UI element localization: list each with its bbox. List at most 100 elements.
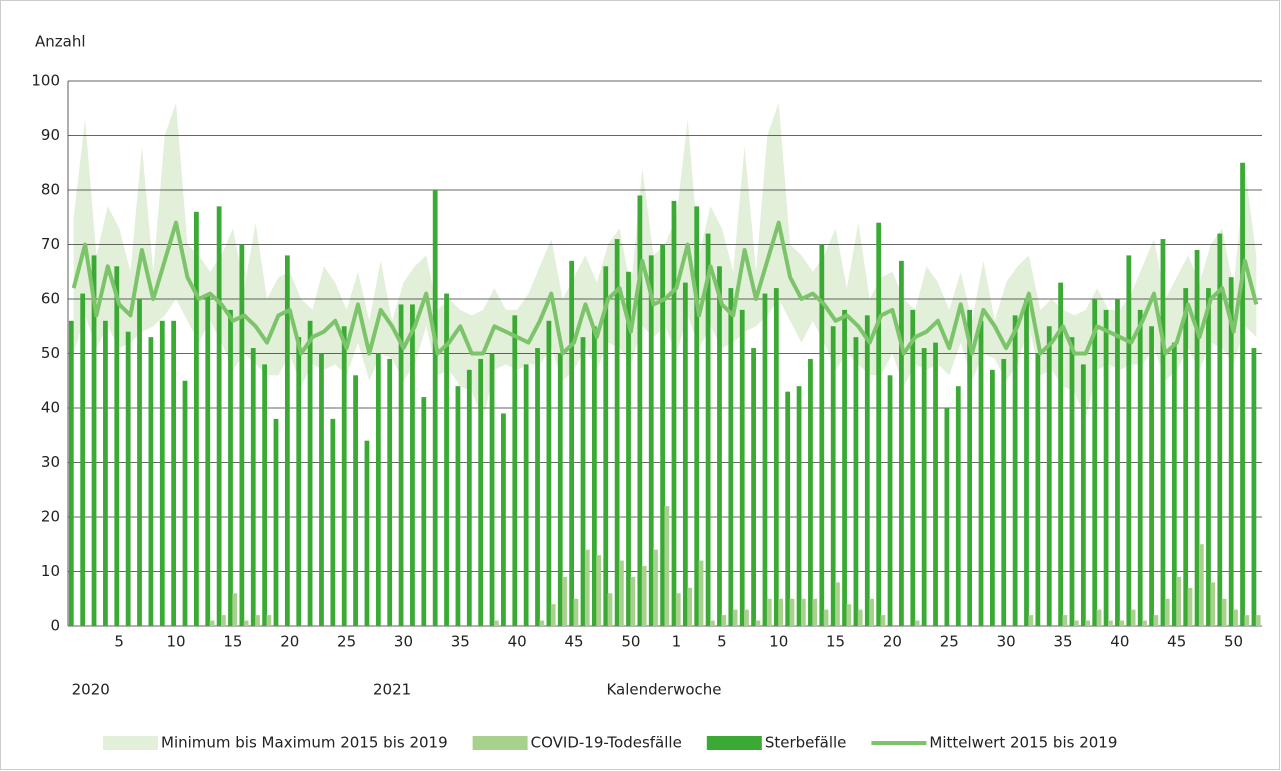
bar — [967, 309, 973, 626]
bar — [955, 386, 961, 626]
bar — [1130, 609, 1136, 626]
bar — [228, 309, 233, 626]
bar — [687, 587, 693, 626]
bar — [812, 598, 818, 626]
bar — [455, 386, 461, 626]
bar — [1073, 620, 1079, 626]
bar — [603, 266, 609, 626]
x-tick-label: 45 — [1167, 633, 1186, 651]
bar — [1206, 288, 1211, 626]
bar — [398, 304, 404, 626]
bar — [808, 358, 813, 626]
bar — [705, 233, 711, 626]
bar — [501, 413, 506, 626]
x-tick-label: 1 — [672, 633, 682, 651]
bar — [766, 598, 772, 626]
bar — [614, 239, 620, 627]
bar — [216, 206, 222, 626]
bar — [243, 620, 249, 626]
bar — [341, 326, 347, 626]
bar — [1160, 239, 1166, 627]
bar — [675, 593, 681, 626]
bar — [933, 342, 938, 626]
bar — [193, 211, 199, 627]
x-tick-label: 25 — [337, 633, 356, 651]
y-tick-label: 50 — [41, 344, 60, 362]
bar — [114, 266, 120, 626]
legend-label: Sterbefälle — [765, 734, 847, 752]
bar — [125, 331, 131, 626]
bar — [444, 293, 449, 626]
x-tick-label: 35 — [1053, 633, 1072, 651]
bar — [1115, 299, 1120, 626]
bar — [523, 364, 529, 626]
bar — [550, 604, 556, 626]
bar — [819, 244, 825, 626]
bar — [103, 320, 108, 626]
bar — [732, 609, 738, 626]
bar — [273, 418, 279, 626]
bar — [1198, 544, 1204, 626]
year-label: 2020 — [72, 681, 110, 699]
bar — [1137, 309, 1143, 626]
bar — [899, 260, 904, 626]
bar — [489, 353, 495, 626]
x-tick-label: 15 — [826, 633, 845, 651]
y-tick-label: 40 — [41, 399, 60, 417]
x-tick-label: 10 — [769, 633, 788, 651]
bar — [823, 609, 829, 626]
bar — [1069, 337, 1075, 626]
bar — [535, 348, 540, 626]
bar — [648, 255, 654, 626]
bar — [421, 397, 427, 626]
bar — [80, 293, 86, 626]
bar — [159, 320, 165, 626]
x-tick-label: 50 — [1224, 633, 1243, 651]
bar — [830, 326, 836, 626]
legend-label: COVID-19-Todesfälle — [531, 734, 682, 752]
bar — [1103, 309, 1109, 626]
bar — [751, 348, 756, 626]
bar — [1194, 249, 1200, 626]
bar — [800, 598, 806, 626]
bar — [262, 364, 267, 626]
bar — [296, 337, 302, 626]
bar — [250, 348, 256, 626]
y-tick-label: 80 — [41, 181, 60, 199]
bar — [607, 593, 613, 626]
bar — [539, 620, 545, 626]
x-tick-label: 5 — [114, 633, 124, 651]
bar — [717, 266, 722, 626]
bar — [1217, 233, 1223, 626]
bar — [1221, 598, 1227, 626]
bar — [796, 386, 802, 626]
bar — [1210, 582, 1216, 626]
bar — [1107, 620, 1113, 626]
legend-swatch — [103, 736, 158, 750]
bar — [466, 369, 472, 626]
bar — [375, 353, 381, 626]
bar — [944, 408, 950, 626]
bar — [1164, 598, 1170, 626]
x-tick-label: 20 — [883, 633, 902, 651]
bar — [68, 320, 74, 626]
bar — [744, 609, 749, 626]
x-tick-label: 5 — [717, 633, 727, 651]
bar — [864, 315, 870, 626]
bar — [330, 418, 336, 626]
bar — [1240, 162, 1245, 626]
bar — [239, 244, 245, 626]
bar — [432, 190, 438, 626]
bar — [410, 304, 415, 626]
y-tick-label: 60 — [41, 290, 60, 308]
bar — [728, 288, 734, 626]
bar — [880, 615, 886, 626]
bar — [596, 555, 602, 626]
bar — [842, 309, 847, 626]
bar — [1153, 615, 1159, 626]
bar — [1024, 299, 1029, 626]
bar — [1176, 576, 1181, 626]
bar — [478, 358, 484, 626]
bar — [364, 440, 370, 626]
bar — [1085, 620, 1091, 626]
